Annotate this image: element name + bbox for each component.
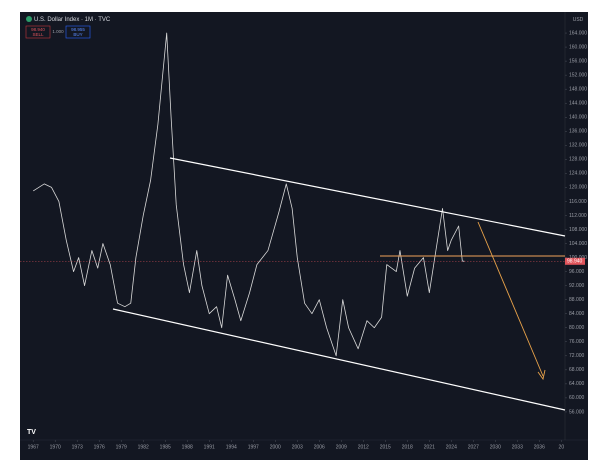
y-tick-label: 144.000 bbox=[569, 101, 587, 107]
y-tick-label: 72.000 bbox=[569, 353, 585, 359]
y-tick-label: 60.000 bbox=[569, 395, 585, 401]
sell-price: 98.940 bbox=[31, 27, 45, 32]
y-tick-label: 68.000 bbox=[569, 367, 585, 373]
x-tick-label: 2018 bbox=[402, 444, 413, 450]
logo: TV bbox=[27, 429, 36, 436]
x-tick-label: 2030 bbox=[490, 444, 501, 450]
y-tick-label: 84.000 bbox=[569, 311, 585, 317]
plot: 56.000 60.000 64.000 68.000 72.000 76.000 80.0… bbox=[20, 30, 587, 450]
y-tick-label: 80.000 bbox=[569, 325, 585, 331]
x-tick-label: 2000 bbox=[270, 444, 281, 450]
x-tick-label: 1985 bbox=[160, 444, 171, 450]
lower-trendline bbox=[112, 308, 566, 411]
y-tick-label: 140.000 bbox=[569, 115, 587, 121]
x-tick-label: 2036 bbox=[534, 444, 545, 450]
x-tick-label: 20 bbox=[559, 444, 565, 450]
x-tick-label: 2003 bbox=[292, 444, 303, 450]
sell-label: SELL bbox=[32, 32, 44, 37]
y-tick-label: 76.000 bbox=[569, 339, 585, 345]
y-tick-label: 104.000 bbox=[569, 241, 587, 247]
y-tick-label: 96.000 bbox=[569, 269, 585, 275]
x-tick-label: 1988 bbox=[182, 444, 193, 450]
y-tick-label: 116.000 bbox=[569, 199, 587, 205]
x-tick-label: 2006 bbox=[314, 444, 325, 450]
y-tick-label: 136.000 bbox=[569, 129, 587, 135]
chart-background bbox=[20, 12, 588, 460]
chart-title: U.S. Dollar Index · 1M · TVC bbox=[34, 17, 111, 23]
last-price-label: 98.940 bbox=[567, 259, 583, 265]
buy-button[interactable] bbox=[65, 25, 91, 39]
x-tick-label: 1991 bbox=[204, 444, 215, 450]
x-tick-label: 1967 bbox=[28, 444, 39, 450]
x-tick-label: 1976 bbox=[94, 444, 105, 450]
x-tick-label: 1970 bbox=[50, 444, 61, 450]
x-tick-label: 2021 bbox=[424, 444, 435, 450]
x-tick-label: 1997 bbox=[248, 444, 259, 450]
y-tick-label: 124.000 bbox=[569, 171, 587, 177]
x-tick-label: 2024 bbox=[446, 444, 457, 450]
x-tick-label: 1994 bbox=[226, 444, 237, 450]
y-tick-label: 160.000 bbox=[569, 44, 587, 50]
x-tick-label: 1979 bbox=[116, 444, 127, 450]
x-tick-label: 1982 bbox=[138, 444, 149, 450]
upper-trendline bbox=[169, 157, 566, 237]
x-tick-label: 2015 bbox=[380, 444, 391, 450]
price-line bbox=[32, 32, 465, 357]
buy-price: 98.955 bbox=[71, 27, 85, 32]
y-tick-label: 92.000 bbox=[569, 283, 585, 289]
arrow-head bbox=[537, 369, 546, 381]
y-tick-label: 112.000 bbox=[569, 213, 587, 219]
symbol-icon bbox=[26, 16, 32, 22]
y-tick-label: 164.000 bbox=[569, 30, 587, 36]
y-tick-label: 128.000 bbox=[569, 157, 587, 163]
x-tick-label: 2012 bbox=[358, 444, 369, 450]
last-price-tag bbox=[565, 257, 585, 265]
y-tick-label: 64.000 bbox=[569, 381, 585, 387]
y-tick-label: 120.000 bbox=[569, 185, 587, 191]
x-tick-label: 2009 bbox=[336, 444, 347, 450]
spread: 1.000 bbox=[52, 29, 64, 34]
x-tick-label: 2027 bbox=[468, 444, 479, 450]
y-tick-label: 56.000 bbox=[569, 409, 585, 415]
x-tick-label: 1973 bbox=[72, 444, 83, 450]
y-tick-label: 108.000 bbox=[569, 227, 587, 233]
buy-label: BUY bbox=[73, 32, 82, 37]
sell-button[interactable] bbox=[25, 25, 51, 39]
y-tick-label: 132.000 bbox=[569, 143, 587, 149]
y-tick-label: 148.000 bbox=[569, 87, 587, 93]
x-tick-label: 2033 bbox=[512, 444, 523, 450]
y-tick-label: 152.000 bbox=[569, 72, 587, 78]
currency: USD bbox=[573, 17, 584, 23]
projection-arrow bbox=[477, 221, 544, 377]
y-tick-label: 156.000 bbox=[569, 58, 587, 64]
y-tick-label: 88.000 bbox=[569, 297, 585, 303]
